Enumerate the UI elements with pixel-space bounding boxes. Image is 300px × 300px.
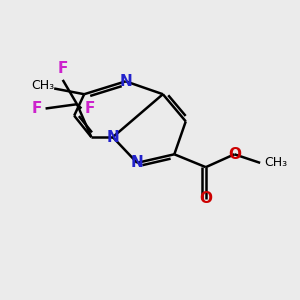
Text: N: N [119, 74, 132, 89]
Text: F: F [58, 61, 68, 76]
Text: F: F [85, 101, 95, 116]
Text: O: O [228, 147, 241, 162]
Text: CH₃: CH₃ [31, 79, 54, 92]
Text: CH₃: CH₃ [264, 156, 287, 170]
Text: F: F [32, 101, 42, 116]
Text: N: N [131, 155, 143, 170]
Text: O: O [199, 191, 212, 206]
Text: N: N [106, 130, 119, 145]
